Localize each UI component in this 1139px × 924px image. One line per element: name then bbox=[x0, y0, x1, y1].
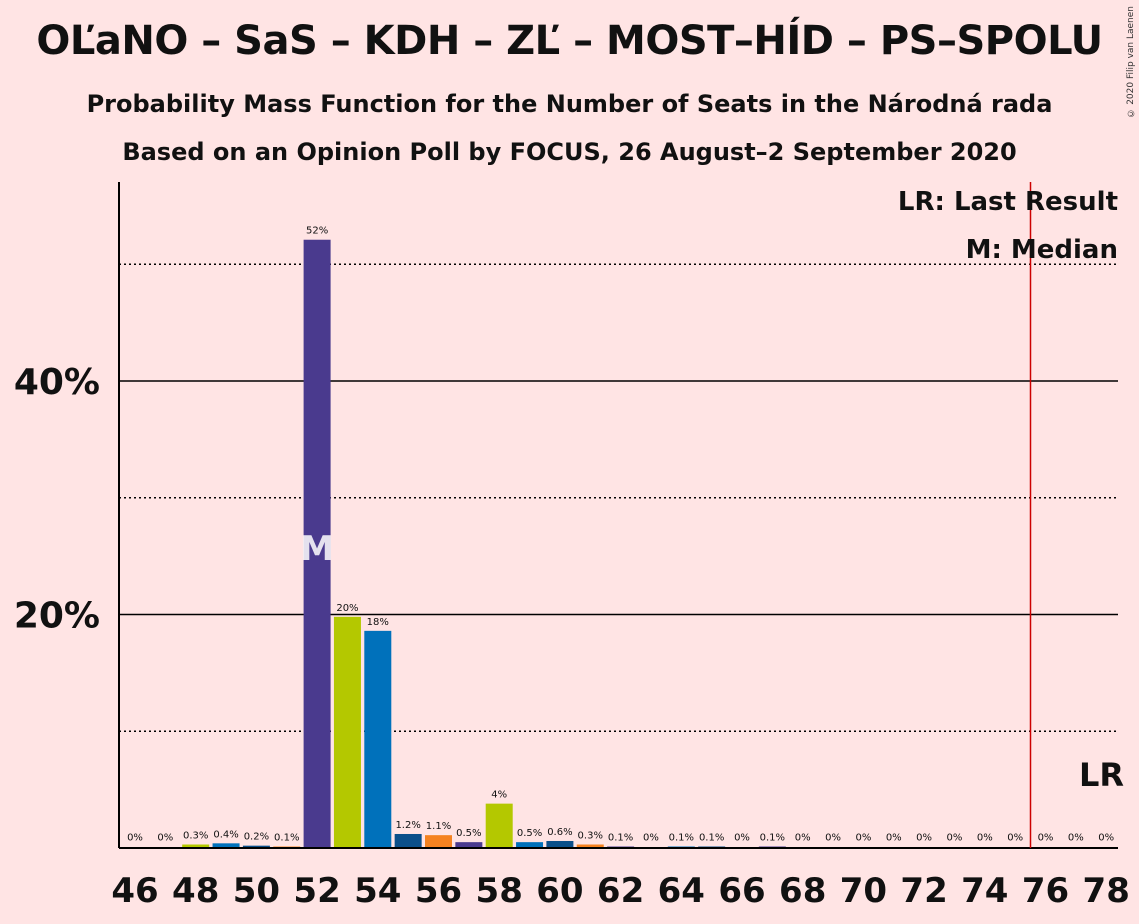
x-tick-label: 46 bbox=[111, 871, 158, 911]
bar-value-label: 20% bbox=[336, 603, 358, 614]
bar-value-label: 0.3% bbox=[183, 830, 208, 841]
legend-median: M: Median bbox=[966, 235, 1118, 265]
bar bbox=[242, 845, 270, 848]
bar-value-label: 0% bbox=[127, 833, 143, 844]
bar-value-label: 4% bbox=[491, 790, 507, 801]
x-tick-label: 62 bbox=[597, 871, 644, 911]
x-tick-label: 72 bbox=[900, 871, 947, 911]
bar bbox=[425, 835, 452, 848]
bar-value-label: 0% bbox=[734, 833, 750, 844]
bar-value-label: 0% bbox=[916, 833, 932, 844]
chart-source-line: Based on an Opinion Poll by FOCUS, 26 Au… bbox=[122, 138, 1017, 166]
chart-title: OĽaNO – SaS – KDH – ZĽ – MOST–HÍD – PS–S… bbox=[36, 18, 1103, 64]
axes: 20% 40% 46 48 50 52 54 56 58 60 62 64 66 68 70 72 74 76 78 bbox=[14, 182, 1130, 911]
bar-value-label: 18% bbox=[367, 617, 389, 628]
x-tick-label: 78 bbox=[1083, 871, 1130, 911]
bar-value-label: 0% bbox=[1038, 833, 1054, 844]
bar bbox=[516, 842, 544, 848]
x-tick-label: 54 bbox=[354, 871, 401, 911]
bar-value-label: 0% bbox=[795, 833, 811, 844]
bar bbox=[394, 833, 422, 848]
bar bbox=[333, 616, 361, 848]
bar-value-label: 0.3% bbox=[578, 830, 603, 841]
y-tick-label: 40% bbox=[14, 362, 100, 403]
bar-value-label: 0% bbox=[1068, 833, 1084, 844]
bar-value-label: 0.2% bbox=[244, 832, 269, 843]
x-tick-label: 64 bbox=[658, 871, 705, 911]
x-tick-label: 70 bbox=[840, 871, 887, 911]
bar-value-label: 0.6% bbox=[547, 827, 572, 838]
legend-last-result: LR: Last Result bbox=[898, 187, 1118, 217]
bar-value-label: 0.1% bbox=[274, 833, 299, 844]
bar-value-label: 0% bbox=[1098, 833, 1114, 844]
bar bbox=[303, 239, 331, 849]
bar-value-label: 0.1% bbox=[760, 833, 785, 844]
x-tick-label: 52 bbox=[293, 871, 340, 911]
bar bbox=[576, 844, 604, 848]
last-result-marker: LR bbox=[1079, 756, 1124, 794]
bar-value-label: 0.5% bbox=[456, 828, 481, 839]
gridlines bbox=[119, 263, 1118, 732]
chart-subtitle: Probability Mass Function for the Number… bbox=[86, 90, 1053, 118]
bar bbox=[182, 844, 210, 848]
median-marker: M bbox=[300, 529, 334, 569]
x-tick-label: 60 bbox=[536, 871, 583, 911]
bar bbox=[455, 842, 483, 848]
bar-value-label: 0% bbox=[1007, 833, 1023, 844]
x-tick-label: 50 bbox=[233, 871, 280, 911]
bar-value-label: 1.1% bbox=[426, 821, 451, 832]
bar-value-label: 0% bbox=[157, 833, 173, 844]
bar bbox=[212, 843, 240, 848]
x-tick-label: 56 bbox=[415, 871, 462, 911]
y-tick-label-bg bbox=[14, 355, 106, 399]
bar-value-label: 1.2% bbox=[395, 820, 420, 831]
bar-value-label: 0.5% bbox=[517, 828, 542, 839]
x-tick-label: 76 bbox=[1022, 871, 1069, 911]
x-tick-label: 58 bbox=[476, 871, 523, 911]
bar-value-label: 0.1% bbox=[699, 833, 724, 844]
bar bbox=[546, 840, 574, 848]
bars-group bbox=[182, 239, 786, 849]
bar-value-label: 0.4% bbox=[213, 829, 238, 840]
bar-value-label: 0% bbox=[643, 833, 659, 844]
x-tick-label: 48 bbox=[172, 871, 219, 911]
x-tick-label: 66 bbox=[718, 871, 765, 911]
y-tick-label-bg bbox=[14, 588, 106, 633]
bar bbox=[364, 630, 392, 848]
bar-value-label: 0% bbox=[947, 833, 963, 844]
x-tick-label: 74 bbox=[961, 871, 1008, 911]
bar-value-label: 0.1% bbox=[608, 833, 633, 844]
bar-value-label: 0.1% bbox=[669, 833, 694, 844]
x-tick-label: 68 bbox=[779, 871, 826, 911]
bar-value-labels: 0% 0% 0.3% 0.4% 0.2% 0.1% 52% 20% 18% 1.2% 1.1% 0.5… bbox=[127, 226, 1114, 844]
bar-value-label: 52% bbox=[306, 226, 328, 237]
y-tick-label: 20% bbox=[14, 596, 100, 637]
bar-value-label: 0% bbox=[855, 833, 871, 844]
bar bbox=[485, 803, 513, 848]
bar-value-label: 0% bbox=[886, 833, 902, 844]
bar-value-label: 0% bbox=[825, 833, 841, 844]
bar-value-label: 0% bbox=[977, 833, 993, 844]
